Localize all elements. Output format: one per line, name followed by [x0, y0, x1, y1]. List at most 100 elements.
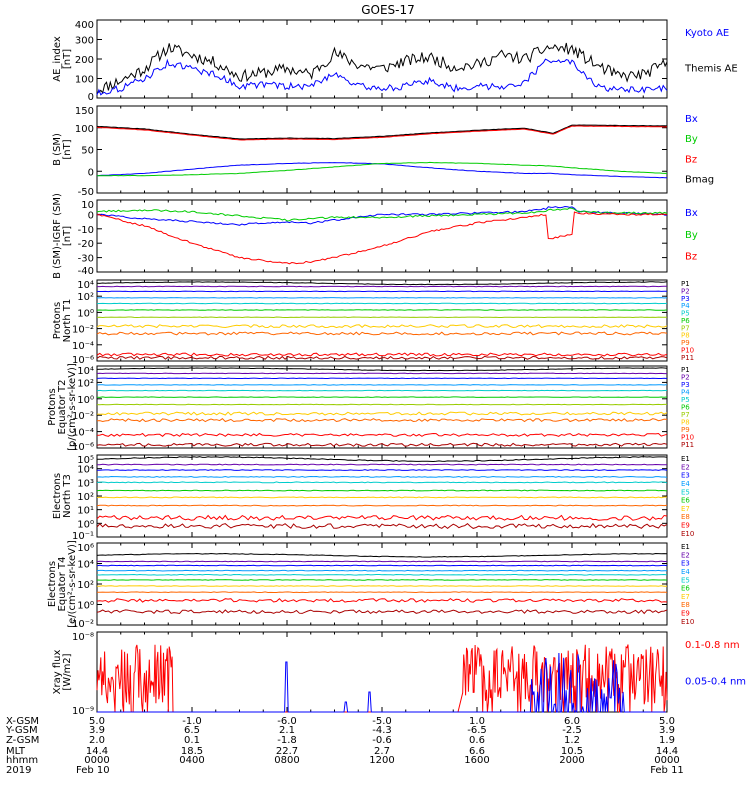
legend-0-1-0-8-nm: 0.1-0.8 nm	[685, 640, 740, 651]
legend-p1: P1	[681, 366, 690, 374]
y-axis-label: [nT]	[62, 226, 73, 246]
y-tick-label: 150	[75, 106, 94, 117]
legend-themis-ae: Themis AE	[684, 63, 738, 74]
y-tick-label: -10	[78, 225, 94, 236]
footer-value: 0000	[84, 755, 109, 766]
footer-value: 14.4	[656, 746, 678, 757]
legend-p5: P5	[681, 396, 690, 404]
footer-row-label: X-GSM	[6, 716, 39, 727]
legend-0-05-0-4-nm: 0.05-0.4 nm	[685, 676, 746, 687]
series-kyoto-ae	[96, 58, 668, 96]
footer-value: -2.5	[562, 725, 582, 736]
y-tick-label: 200	[75, 55, 94, 66]
plot-title: GOES-17	[361, 3, 415, 17]
series-e4	[96, 569, 668, 572]
y-tick-label: -30	[78, 254, 94, 265]
y-tick-label: 10⁻⁶	[72, 355, 94, 366]
y-tick-label: 10⁴	[77, 465, 94, 476]
footer-value: 2.0	[89, 735, 105, 746]
series-p7	[96, 316, 667, 319]
series-e6	[96, 579, 668, 581]
y-tick-label: 10⁻⁶	[72, 442, 94, 453]
footer-row-label: hhmm	[6, 755, 38, 766]
footer-value: 1.2	[564, 735, 580, 746]
series-e2	[96, 463, 667, 466]
y-axis-label: North T3	[62, 474, 73, 518]
panel-7: 10⁶ 10⁴ 10² 10⁰ 10⁻² Electrons Equator T4 [e/(c…	[47, 540, 694, 630]
series-xray-long	[96, 644, 668, 713]
series-e7	[96, 496, 667, 499]
panel-2: 150 100 50 0 -50 B (SM) [nT] Bx By Bz Bmag	[52, 105, 714, 198]
y-tick-label: 10⁴	[77, 560, 94, 571]
footer-value: 6.6	[469, 746, 485, 757]
series-e1	[96, 552, 668, 558]
series-e3	[96, 564, 668, 567]
legend-p10: P10	[681, 347, 694, 355]
legend-e1: E1	[681, 455, 690, 463]
y-tick-label: 10⁰	[77, 601, 94, 612]
series-p8	[96, 411, 668, 416]
series-xray-short	[97, 652, 666, 714]
legend-p11: P11	[681, 354, 694, 362]
panel-frame	[96, 199, 668, 273]
series-bz	[97, 211, 668, 265]
footer-value: -1.8	[277, 735, 297, 746]
series-p11	[96, 442, 668, 447]
legend-p2: P2	[681, 373, 690, 381]
legend-bx: Bx	[685, 114, 698, 125]
legend-p9: P9	[681, 426, 690, 434]
series-by	[96, 207, 668, 222]
y-tick-label: 10⁰	[77, 519, 94, 530]
legend-e5: E5	[681, 488, 690, 496]
legend-bmag: Bmag	[685, 175, 714, 186]
legend-p6: P6	[681, 403, 690, 411]
footer-value: 1200	[369, 755, 394, 766]
footer-value: -6.0	[277, 716, 297, 727]
legend-e3: E3	[681, 560, 690, 568]
y-tick-label: 10⁵	[77, 455, 94, 466]
y-axis-label: AE_index	[52, 36, 63, 82]
legend-p3: P3	[681, 295, 690, 303]
y-tick-label: -20	[78, 239, 94, 250]
legend-e2: E2	[681, 463, 690, 471]
y-tick-label: 10²	[77, 580, 94, 591]
series-p4	[97, 297, 668, 299]
footer-value: 1.9	[659, 735, 675, 746]
y-axis-label: Xray flux	[52, 650, 63, 695]
series-p7	[96, 403, 667, 406]
legend-e6: E6	[681, 497, 690, 505]
legend-e9: E9	[681, 610, 690, 618]
legend-e7: E7	[681, 505, 690, 513]
series-e3	[97, 469, 668, 471]
series-e1	[97, 456, 668, 463]
y-axis-label: Equator T4	[57, 557, 68, 612]
footer-row-label: Z-GSM	[6, 735, 39, 746]
legend-e2: E2	[681, 551, 690, 559]
y-axis-label: [W/m2]	[62, 653, 73, 690]
y-tick-label: 0	[88, 167, 94, 178]
series-e2	[96, 560, 667, 563]
legend-p6: P6	[681, 317, 690, 325]
series-bz	[97, 125, 668, 141]
panel-frame	[96, 19, 668, 99]
legend-e8: E8	[681, 513, 690, 521]
y-tick-label: 10⁰	[77, 395, 94, 406]
y-tick-label: 10⁻²	[72, 619, 94, 630]
y-tick-label: 10²	[77, 378, 94, 389]
footer-row-label: Y-GSM	[5, 725, 38, 736]
y-tick-label: -40	[78, 266, 94, 277]
legend-p4: P4	[681, 302, 690, 310]
footer-value: 3.9	[659, 725, 675, 736]
legend-p5: P5	[681, 310, 690, 318]
footer-value: -1.0	[182, 716, 202, 727]
y-axis-label: [nT]	[62, 49, 73, 69]
series-e10	[96, 609, 668, 615]
panel-3: 100 -10 -20 -30-40 B (SM)-IGRF (SM) [nT] Bx By B…	[52, 193, 698, 279]
footer-value: 5.0	[89, 716, 105, 727]
series-themis-ae	[96, 42, 668, 94]
footer-value: 22.7	[276, 746, 298, 757]
series-p4	[96, 384, 668, 386]
y-tick-label: 10⁻⁴	[72, 428, 94, 439]
series-e6	[96, 489, 668, 492]
